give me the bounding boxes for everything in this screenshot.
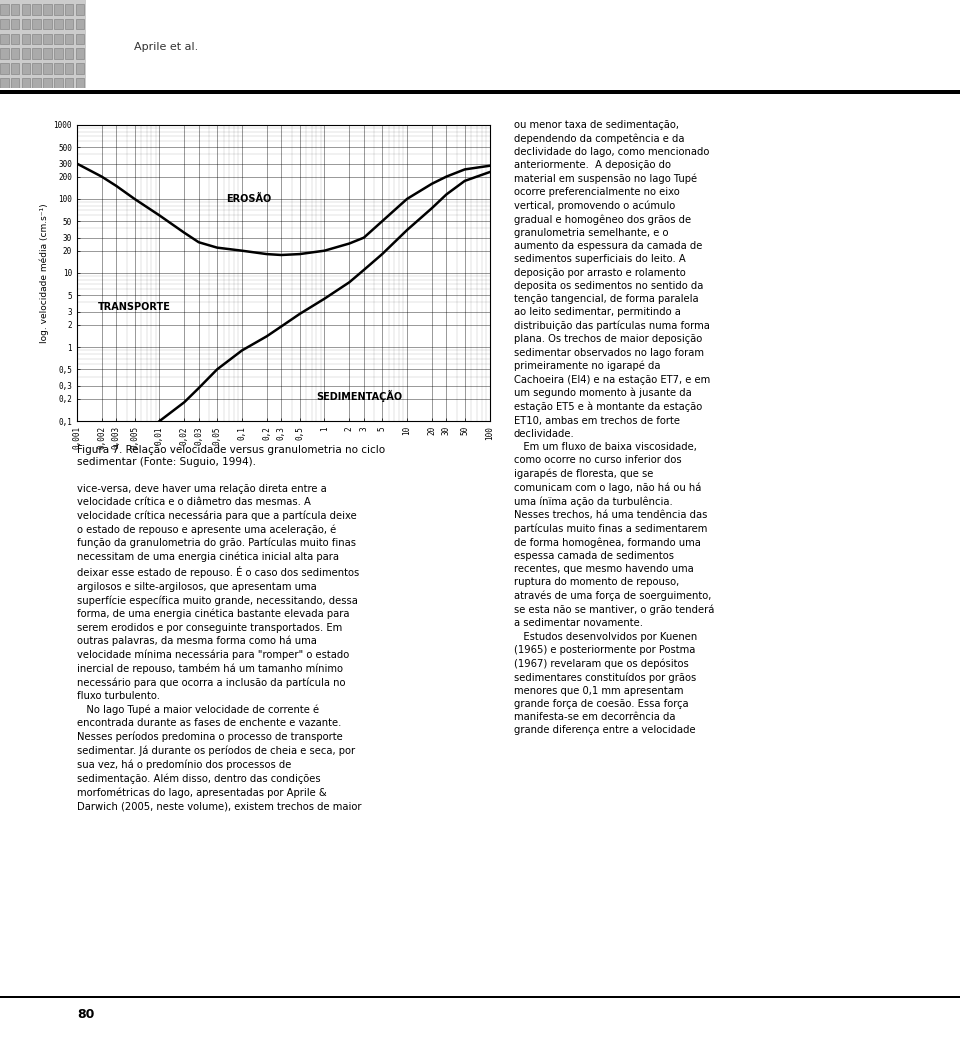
Bar (11, 48, 19, 59)
Bar (0, 4, 9, 15)
Bar (21, 4, 30, 15)
Text: TRANSPORTE: TRANSPORTE (98, 302, 171, 312)
Bar (64, 63, 73, 74)
Text: Aprile et al.: Aprile et al. (134, 42, 199, 52)
Bar (43, 63, 52, 74)
Bar (43, 48, 52, 59)
Y-axis label: log. velocidade média (cm.s⁻¹): log. velocidade média (cm.s⁻¹) (39, 203, 49, 343)
Bar (76, 78, 84, 88)
Bar (33, 78, 41, 88)
Bar (64, 33, 73, 44)
Bar (11, 63, 19, 74)
Text: SEDIMENTAÇÃO: SEDIMENTAÇÃO (317, 390, 402, 401)
Bar (76, 48, 84, 59)
Bar (76, 33, 84, 44)
Bar (33, 19, 41, 29)
Bar (54, 33, 62, 44)
Bar (54, 78, 62, 88)
Bar (43, 78, 52, 88)
Text: ou menor taxa de sedimentação,
dependendo da competência e da
declividade do lag: ou menor taxa de sedimentação, dependend… (514, 120, 714, 735)
Bar (33, 4, 41, 15)
Bar (0, 78, 9, 88)
Bar (0, 19, 9, 29)
Bar (43, 19, 52, 29)
Bar (76, 63, 84, 74)
Bar (21, 63, 30, 74)
Bar (21, 33, 30, 44)
Bar (64, 78, 73, 88)
Bar (0, 33, 9, 44)
Bar (33, 33, 41, 44)
Bar (64, 19, 73, 29)
Text: 80: 80 (77, 1008, 94, 1020)
Bar (54, 19, 62, 29)
Bar (0, 63, 9, 74)
Bar (11, 4, 19, 15)
Bar (33, 63, 41, 74)
Text: Figura 7. Relação velocidade versus granulometria no ciclo
sedimentar (Fonte: Su: Figura 7. Relação velocidade versus gran… (77, 445, 385, 467)
Bar (11, 19, 19, 29)
Text: vice-versa, deve haver uma relação direta entre a
velocidade crítica e o diâmetr: vice-versa, deve haver uma relação diret… (77, 484, 361, 811)
Bar (0, 48, 9, 59)
Bar (11, 33, 19, 44)
Bar (64, 48, 73, 59)
Bar (43, 4, 52, 15)
Bar (33, 48, 41, 59)
Bar (76, 4, 84, 15)
Bar (64, 4, 73, 15)
Bar (21, 48, 30, 59)
Text: EROSÃO: EROSÃO (226, 193, 271, 204)
Bar (54, 48, 62, 59)
Bar (21, 19, 30, 29)
Bar (21, 78, 30, 88)
Bar (43, 33, 52, 44)
Bar (76, 19, 84, 29)
Bar (11, 78, 19, 88)
Bar (54, 63, 62, 74)
Bar (54, 4, 62, 15)
